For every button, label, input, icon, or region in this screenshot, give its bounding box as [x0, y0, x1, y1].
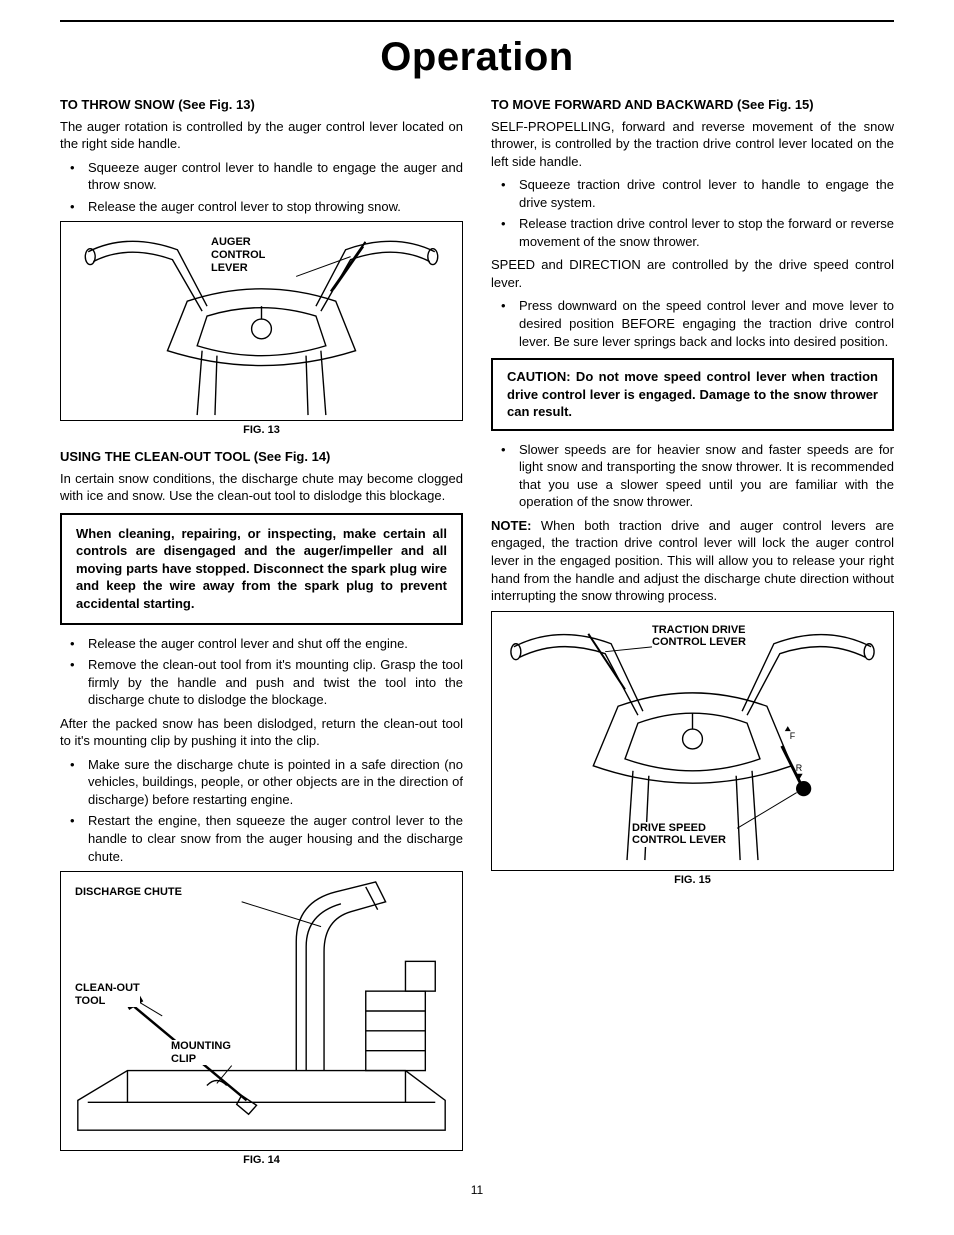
- list-item: Press downward on the speed control leve…: [491, 297, 894, 350]
- left-column: TO THROW SNOW (See Fig. 13) The auger ro…: [60, 96, 463, 1178]
- list-item: Remove the clean-out tool from it's moun…: [60, 656, 463, 709]
- fig14-caption: FIG. 14: [60, 1153, 463, 1168]
- throw-snow-heading: TO THROW SNOW (See Fig. 13): [60, 96, 463, 114]
- fig13-caption: FIG. 13: [60, 423, 463, 438]
- list-item: Slower speeds are for heavier snow and f…: [491, 441, 894, 511]
- cleanout-intro: In certain snow conditions, the discharg…: [60, 470, 463, 505]
- fig15-caption: FIG. 15: [491, 873, 894, 888]
- note-body: When both traction drive and auger contr…: [491, 518, 894, 603]
- cleanout-heading: USING THE CLEAN-OUT TOOL (See Fig. 14): [60, 448, 463, 466]
- cleanout-list-2: Make sure the discharge chute is pointed…: [60, 756, 463, 865]
- move-list-3: Slower speeds are for heavier snow and f…: [491, 441, 894, 511]
- page-number: 11: [60, 1182, 894, 1198]
- cleanout-return: After the packed snow has been dislodged…: [60, 715, 463, 750]
- note-lead: NOTE:: [491, 518, 531, 533]
- figure-14: DISCHARGE CHUTE CLEAN-OUT TOOL MOUNTING …: [60, 871, 463, 1151]
- list-item: Release traction drive control lever to …: [491, 215, 894, 250]
- fig14-label-chute: DISCHARGE CHUTE: [75, 886, 182, 899]
- cleanout-list-1: Release the auger control lever and shut…: [60, 635, 463, 709]
- fig14-label-tool: CLEAN-OUT TOOL: [75, 982, 140, 1007]
- fig14-label-clip: MOUNTING CLIP: [171, 1040, 231, 1065]
- figure-13: AUGER CONTROL LEVER: [60, 221, 463, 421]
- note-paragraph: NOTE: When both traction drive and auger…: [491, 517, 894, 605]
- list-item: Restart the engine, then squeeze the aug…: [60, 812, 463, 865]
- move-list-1: Squeeze traction drive control lever to …: [491, 176, 894, 250]
- throw-snow-intro: The auger rotation is controlled by the …: [60, 118, 463, 153]
- cleanout-warning: When cleaning, repairing, or inspecting,…: [60, 513, 463, 625]
- figure-15: F R TRACTION DRIVE CONTROL LEVER DRIVE S…: [491, 611, 894, 871]
- right-column: TO MOVE FORWARD AND BACKWARD (See Fig. 1…: [491, 96, 894, 1178]
- fig13-label-auger: AUGER CONTROL LEVER: [211, 236, 265, 274]
- list-item: Make sure the discharge chute is pointed…: [60, 756, 463, 809]
- list-item: Squeeze traction drive control lever to …: [491, 176, 894, 211]
- fig15-label-speed: DRIVE SPEED CONTROL LEVER: [632, 822, 726, 847]
- fig14-svg: [61, 872, 462, 1150]
- top-rule: [60, 20, 894, 22]
- page-title: Operation: [60, 30, 894, 84]
- svg-text:R: R: [796, 762, 803, 772]
- list-item: Squeeze auger control lever to handle to…: [60, 159, 463, 194]
- svg-text:F: F: [790, 731, 796, 741]
- move-list-2: Press downward on the speed control leve…: [491, 297, 894, 350]
- move-heading: TO MOVE FORWARD AND BACKWARD (See Fig. 1…: [491, 96, 894, 114]
- speed-intro: SPEED and DIRECTION are controlled by th…: [491, 256, 894, 291]
- move-intro: SELF-PROPELLING, forward and reverse mov…: [491, 118, 894, 171]
- list-item: Release the auger control lever and shut…: [60, 635, 463, 653]
- fig15-label-traction: TRACTION DRIVE CONTROL LEVER: [652, 624, 746, 649]
- two-column-layout: TO THROW SNOW (See Fig. 13) The auger ro…: [60, 96, 894, 1178]
- caution-box: CAUTION: Do not move speed control lever…: [491, 358, 894, 431]
- throw-snow-list: Squeeze auger control lever to handle to…: [60, 159, 463, 216]
- list-item: Release the auger control lever to stop …: [60, 198, 463, 216]
